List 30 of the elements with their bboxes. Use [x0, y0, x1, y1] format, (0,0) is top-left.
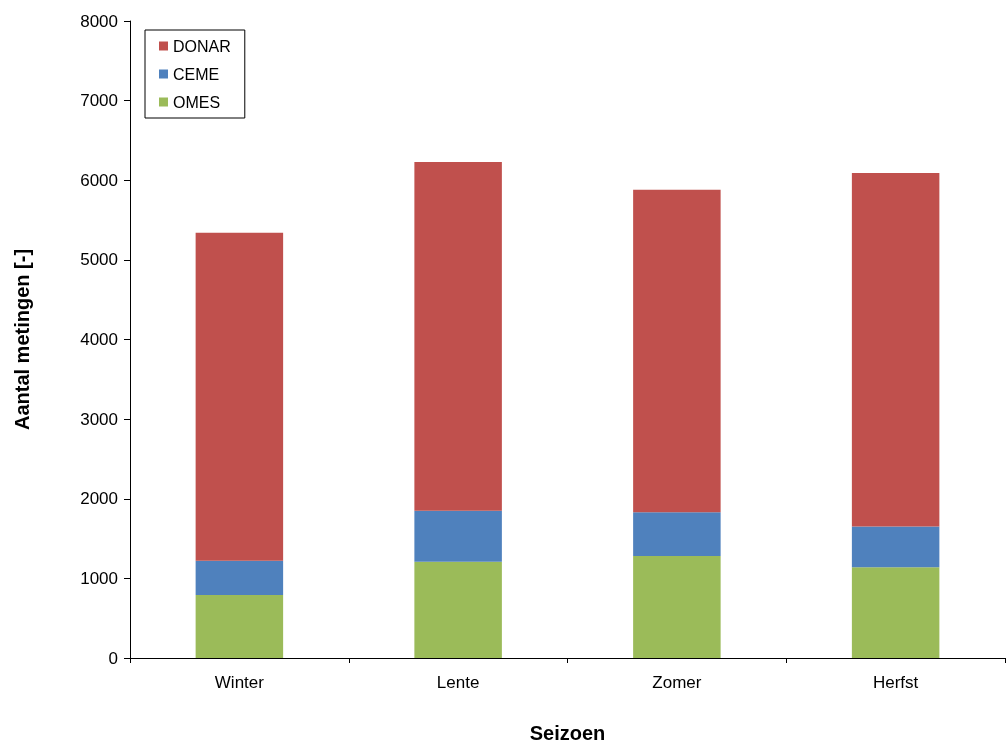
bar: [414, 561, 502, 658]
y-tick-label: 4000: [80, 330, 118, 349]
bar: [414, 510, 502, 562]
legend-label: CEME: [173, 65, 220, 83]
y-tick-label: 6000: [80, 170, 118, 190]
bar: [414, 161, 502, 511]
bar: [851, 526, 940, 568]
x-tick-label: Lente: [436, 673, 480, 692]
bar: [851, 567, 940, 658]
legend-label: OMES: [173, 93, 221, 111]
x-tick-label: Winter: [214, 673, 265, 692]
y-tick-label: 0: [108, 648, 118, 668]
y-tick-label: 5000: [80, 250, 118, 270]
bar: [633, 189, 721, 513]
bar: [195, 595, 284, 658]
y-tick-label: 8000: [80, 11, 118, 31]
bar: [195, 560, 284, 596]
y-tick-label: 2000: [80, 489, 118, 509]
bar: [195, 232, 284, 561]
legend-label: DONAR: [173, 37, 231, 55]
y-tick-label: 1000: [80, 568, 118, 588]
bar: [851, 173, 940, 527]
y-tick-label: 3000: [80, 409, 118, 429]
x-tick-label: Herfst: [872, 673, 919, 692]
y-tick-label: 7000: [80, 91, 118, 111]
y-axis-title: Aantal metingen [-]: [11, 248, 33, 431]
x-tick-label: Zomer: [652, 673, 702, 692]
bar: [633, 556, 721, 658]
bar: [633, 512, 721, 557]
x-axis-title: Seizoen: [529, 722, 606, 744]
